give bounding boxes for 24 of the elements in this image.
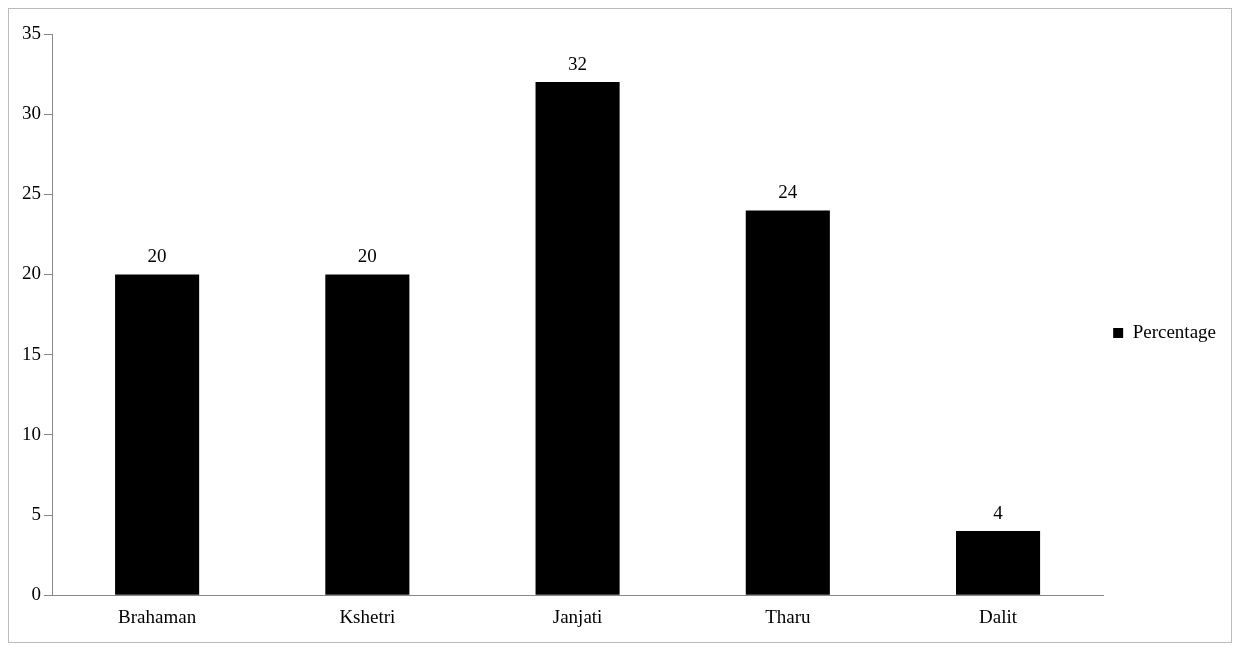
x-tick-label: Brahaman [118, 605, 197, 627]
bar [535, 82, 620, 595]
y-tick-label: 15 [22, 342, 41, 364]
y-tick-label: 35 [22, 21, 41, 43]
y-tick-label: 25 [22, 182, 41, 204]
bar [115, 274, 200, 595]
data-label: 20 [357, 245, 377, 266]
x-tick-label: Janjati [552, 605, 603, 627]
data-label: 32 [568, 52, 588, 74]
x-tick-label: Tharu [765, 605, 811, 627]
x-tick-label: Kshetri [339, 605, 396, 627]
data-label: 4 [993, 501, 1004, 523]
data-label: 24 [778, 180, 798, 202]
y-tick-label: 0 [31, 583, 41, 605]
y-tick-label: 5 [31, 503, 41, 525]
y-tick-label: 10 [22, 422, 41, 444]
y-tick-label: 30 [22, 102, 41, 124]
bar [745, 210, 830, 595]
bar [956, 531, 1041, 595]
bar [325, 274, 410, 595]
x-tick-label: Dalit [979, 605, 1018, 627]
data-label: 20 [147, 245, 167, 266]
legend-label: Percentage [1132, 320, 1217, 342]
y-tick-label: 20 [22, 262, 41, 284]
